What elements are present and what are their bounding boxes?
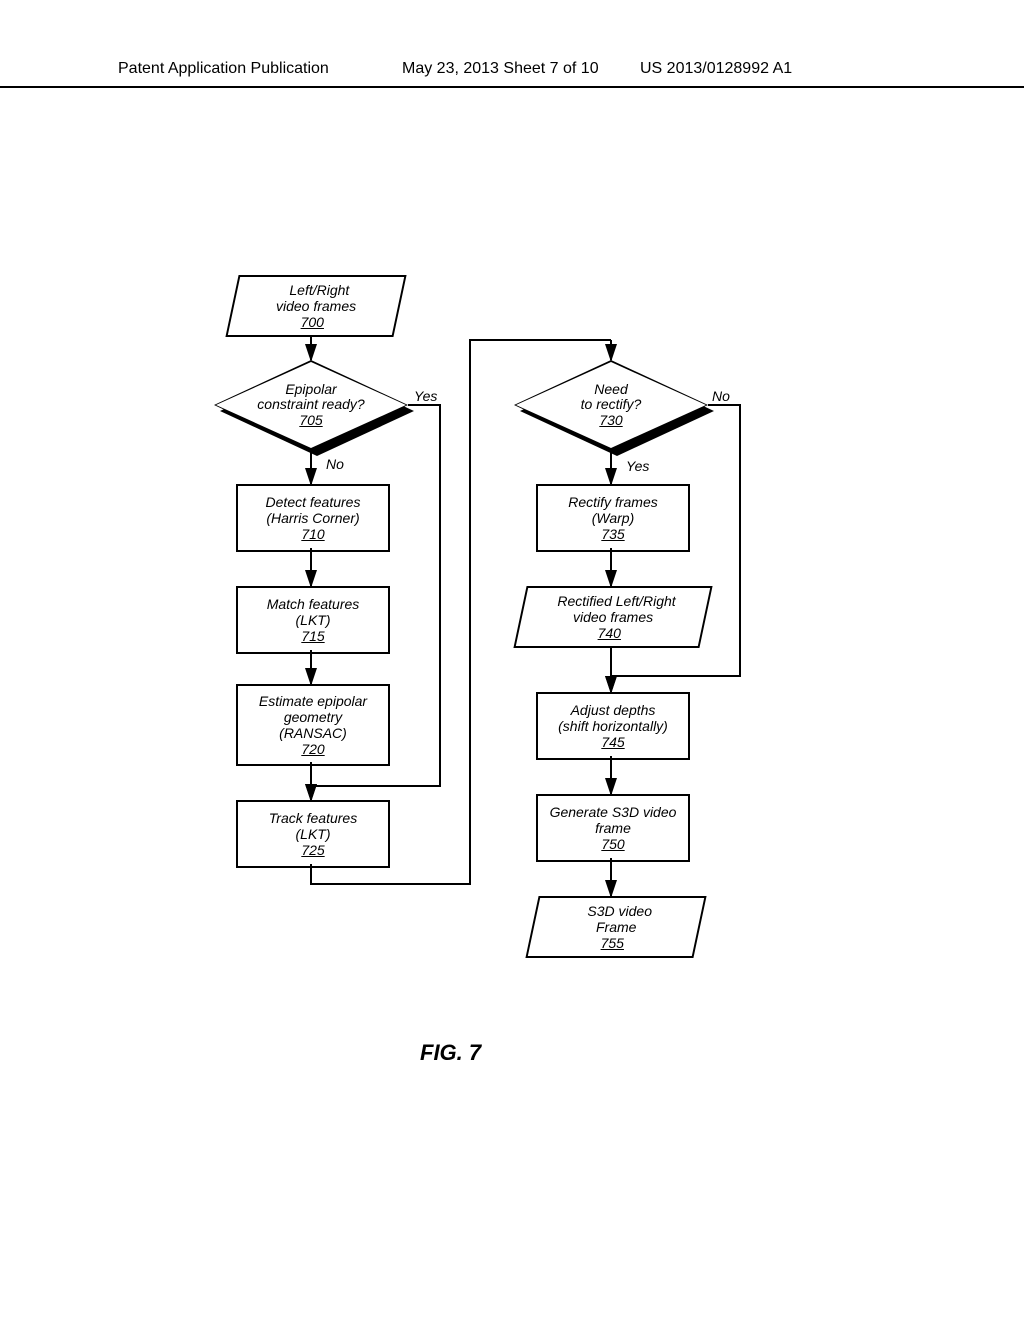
node-735: Rectify frames (Warp) 735 (536, 484, 690, 552)
n705-ref: 705 (299, 412, 322, 428)
n725-ref: 725 (301, 842, 324, 858)
label-705-no: No (326, 456, 344, 472)
n710-ref: 710 (301, 526, 324, 542)
n735-ref: 735 (601, 526, 624, 542)
label-705-yes: Yes (414, 388, 437, 404)
node-730: Need to rectify? 730 (514, 360, 708, 450)
label-730-yes: Yes (626, 458, 649, 474)
n725-l2: (LKT) (296, 826, 331, 842)
node-755: S3D video Frame 755 (532, 896, 700, 958)
n755-l2: Frame (596, 919, 636, 935)
n750-l1: Generate S3D video (550, 804, 677, 820)
figure-label: FIG. 7 (420, 1040, 481, 1066)
node-700: Left/Right video frames 700 (232, 275, 400, 337)
label-730-no: No (712, 388, 730, 404)
n715-l1: Match features (267, 596, 360, 612)
n705-l2: constraint ready? (257, 396, 364, 412)
n715-ref: 715 (301, 628, 324, 644)
n720-l1: Estimate epipolar (259, 693, 367, 709)
n710-l2: (Harris Corner) (266, 510, 359, 526)
n730-ref: 730 (599, 412, 622, 428)
node-740: Rectified Left/Right video frames 740 (520, 586, 706, 648)
n745-ref: 745 (601, 734, 624, 750)
n740-l1: Rectified Left/Right (557, 593, 675, 609)
node-715: Match features (LKT) 715 (236, 586, 390, 654)
node-710: Detect features (Harris Corner) 710 (236, 484, 390, 552)
n705-l1: Epipolar (285, 381, 336, 397)
page: Patent Application Publication May 23, 2… (0, 0, 1024, 1320)
flowchart: Left/Right video frames 700 Epipolar con… (0, 0, 1024, 1320)
n750-l2: frame (595, 820, 631, 836)
n735-l1: Rectify frames (568, 494, 657, 510)
node-705: Epipolar constraint ready? 705 (214, 360, 408, 450)
n740-l2: video frames (573, 609, 653, 625)
n720-l2: geometry (284, 709, 342, 725)
n700-l2: video frames (276, 298, 356, 314)
n700-l1: Left/Right (289, 282, 349, 298)
n735-l2: (Warp) (592, 510, 635, 526)
n745-l1: Adjust depths (571, 702, 656, 718)
n700-ref: 700 (301, 314, 324, 330)
node-720: Estimate epipolar geometry (RANSAC) 720 (236, 684, 390, 766)
n710-l1: Detect features (266, 494, 361, 510)
node-745: Adjust depths (shift horizontally) 745 (536, 692, 690, 760)
n750-ref: 750 (601, 836, 624, 852)
n745-l2: (shift horizontally) (558, 718, 668, 734)
n730-l2: to rectify? (581, 396, 642, 412)
n755-ref: 755 (601, 935, 624, 951)
n720-l3: (RANSAC) (279, 725, 347, 741)
node-750: Generate S3D video frame 750 (536, 794, 690, 862)
node-725: Track features (LKT) 725 (236, 800, 390, 868)
n715-l2: (LKT) (296, 612, 331, 628)
n720-ref: 720 (301, 741, 324, 757)
n755-l1: S3D video (587, 903, 652, 919)
n730-l1: Need (594, 381, 627, 397)
n740-ref: 740 (598, 625, 621, 641)
arrows-layer (0, 0, 1024, 1320)
n725-l1: Track features (269, 810, 357, 826)
